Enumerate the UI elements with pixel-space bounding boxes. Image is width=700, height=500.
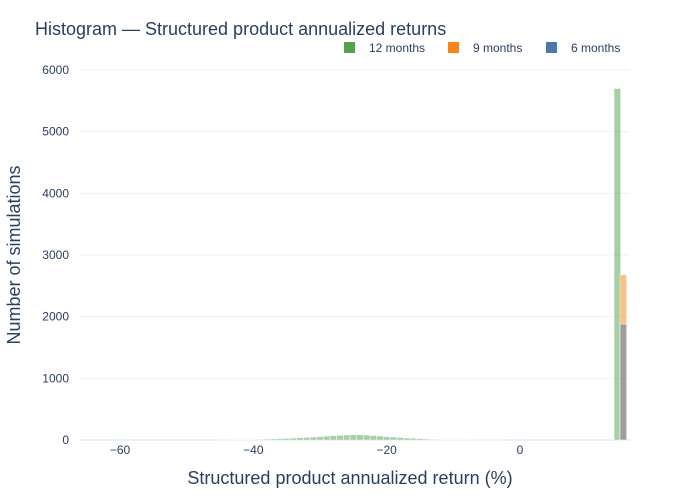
histogram-bar — [383, 436, 391, 441]
legend-swatch — [448, 42, 459, 53]
y-tick-label: 6000 — [42, 63, 69, 77]
histogram-bar — [256, 439, 264, 441]
x-axis-title: Structured product annualized return (%) — [187, 468, 512, 488]
histogram-bar — [403, 437, 411, 441]
histogram-bar — [363, 434, 371, 441]
x-tick-label: −20 — [376, 443, 397, 457]
x-tick-label: −60 — [110, 443, 131, 457]
histogram-bar — [323, 435, 331, 441]
histogram-bar — [249, 439, 257, 441]
gridlines — [80, 69, 630, 441]
y-tick-label: 5000 — [42, 125, 69, 139]
legend-label: 12 months — [369, 41, 425, 55]
y-tick-label: 1000 — [42, 371, 69, 385]
histogram-bar — [389, 436, 397, 441]
legend-swatch — [344, 42, 355, 53]
histogram-bar — [356, 434, 364, 441]
histogram-bar — [369, 435, 377, 441]
histogram-bar — [436, 439, 444, 441]
histogram-bar — [423, 438, 431, 441]
histogram-bar — [329, 435, 337, 441]
legend: 12 months 9 months 6 months — [344, 41, 620, 55]
legend-swatch — [546, 42, 557, 53]
histogram-bar — [349, 434, 357, 441]
histogram-bar — [336, 435, 344, 441]
histogram-bar — [289, 437, 297, 441]
y-tick-label: 4000 — [42, 186, 69, 200]
bars — [216, 88, 627, 441]
y-tick-label: 3000 — [42, 248, 69, 262]
y-tick-label: 0 — [62, 433, 69, 447]
histogram-bar — [296, 437, 304, 441]
y-axis-ticks: 0 1000 2000 3000 4000 5000 6000 — [42, 63, 69, 447]
legend-label: 6 months — [571, 41, 620, 55]
histogram-bar — [396, 437, 404, 441]
histogram-bar — [343, 434, 351, 441]
histogram-bar — [429, 438, 437, 441]
chart-title: Histogram — Structured product annualize… — [35, 19, 446, 39]
histogram-bar — [283, 438, 291, 441]
histogram-bar — [269, 438, 277, 441]
y-axis-title: Number of simulations — [4, 165, 24, 344]
histogram-bar — [303, 437, 311, 441]
histogram-bar — [309, 436, 317, 441]
histogram-bar — [613, 88, 621, 441]
y-tick-label: 2000 — [42, 310, 69, 324]
histogram-bar — [416, 438, 424, 441]
histogram-bar — [619, 323, 627, 441]
histogram-bar — [376, 435, 384, 441]
histogram-bar — [276, 438, 284, 441]
x-tick-label: −40 — [243, 443, 264, 457]
histogram-bar — [409, 438, 417, 441]
histogram-bar — [263, 438, 271, 441]
x-tick-label: 0 — [517, 443, 524, 457]
histogram-bar — [316, 436, 324, 441]
x-axis-ticks: −60 −40 −20 0 — [110, 443, 524, 457]
legend-label: 9 months — [473, 41, 522, 55]
